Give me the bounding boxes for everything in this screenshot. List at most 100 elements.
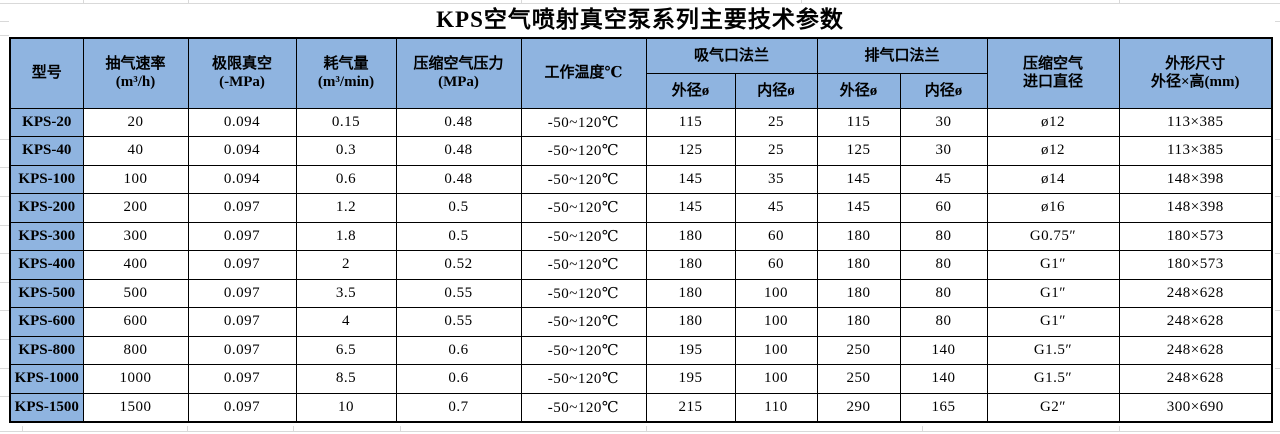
air-pressure-cell: 0.48 — [395, 164, 522, 194]
header-exhaust-id: 内径ø — [899, 72, 988, 109]
pumping-speed-cell: 40 — [82, 136, 189, 166]
header-line: 外形尺寸 — [1165, 56, 1226, 73]
gridline — [83, 0, 84, 3]
header-line: (m³/min) — [317, 74, 375, 91]
exhaust-id-cell: 140 — [899, 335, 988, 365]
exhaust-od-cell: 180 — [816, 278, 901, 308]
suction-od-cell: 180 — [645, 221, 736, 251]
air-pressure-cell: 0.55 — [395, 278, 522, 308]
suction-od-cell: 180 — [645, 307, 736, 337]
suction-od-cell: 180 — [645, 250, 736, 280]
air-pressure-cell: 0.5 — [395, 193, 522, 223]
working-temp-cell: -50~120℃ — [520, 278, 647, 308]
gridline — [646, 426, 647, 431]
pumping-speed-cell: 400 — [82, 250, 189, 280]
inlet-diameter-cell: ø16 — [986, 193, 1120, 223]
air-pressure-cell: 0.55 — [395, 307, 522, 337]
exhaust-id-cell: 80 — [899, 250, 988, 280]
working-temp-cell: -50~120℃ — [520, 250, 647, 280]
spec-table: 型号 抽气速率 (m³/h) 极限真空 (-MPa) 耗气量 (m³/min) 压缩空… — [9, 37, 1273, 423]
working-temp-cell: -50~120℃ — [520, 392, 647, 422]
air-pressure-cell: 0.5 — [395, 221, 522, 251]
table-header: 型号 抽气速率 (m³/h) 极限真空 (-MPa) 耗气量 (m³/min) 压缩空… — [9, 37, 1273, 109]
gridline — [0, 310, 9, 311]
inlet-diameter-cell: G0.75″ — [986, 221, 1120, 251]
header-line: 进口直径 — [1022, 74, 1083, 91]
pumping-speed-cell: 300 — [82, 221, 189, 251]
pumping-speed-cell: 600 — [82, 307, 189, 337]
inlet-diameter-cell: ø14 — [986, 164, 1120, 194]
table-row: KPS-20 20 0.094 0.15 0.48 -50~120℃ 115 2… — [9, 107, 1273, 137]
header-line: 抽气速率 — [105, 56, 166, 73]
gridline — [521, 0, 522, 3]
suction-id-cell: 45 — [734, 193, 818, 223]
pumping-speed-cell: 800 — [82, 335, 189, 365]
gridline — [1275, 253, 1280, 254]
gridline — [0, 35, 9, 36]
gridline — [188, 0, 189, 3]
header-ultimate-vacuum: 极限真空 (-MPa) — [187, 37, 297, 109]
model-cell: KPS-400 — [9, 250, 84, 280]
gridline — [801, 0, 802, 3]
header-line: 耗气量 — [323, 56, 369, 73]
air-pressure-cell: 0.6 — [395, 364, 522, 394]
suction-od-cell: 180 — [645, 278, 736, 308]
suction-od-cell: 195 — [645, 335, 736, 365]
exhaust-od-cell: 180 — [816, 250, 901, 280]
ultimate-vacuum-cell: 0.097 — [187, 278, 297, 308]
dimensions-cell: 248×628 — [1118, 335, 1273, 365]
suction-id-cell: 25 — [734, 107, 818, 137]
exhaust-od-cell: 115 — [816, 107, 901, 137]
gridline — [0, 339, 9, 340]
suction-id-cell: 110 — [734, 392, 818, 422]
exhaust-od-cell: 250 — [816, 335, 901, 365]
table-body: KPS-20 20 0.094 0.15 0.48 -50~120℃ 115 2… — [9, 107, 1273, 422]
table-row: KPS-300 300 0.097 1.8 0.5 -50~120℃ 180 6… — [9, 221, 1273, 251]
header-suction-od: 外径ø — [645, 72, 736, 109]
suction-id-cell: 100 — [734, 307, 818, 337]
gridline — [1275, 139, 1280, 140]
ultimate-vacuum-cell: 0.097 — [187, 307, 297, 337]
dimensions-cell: 248×628 — [1118, 307, 1273, 337]
gridline — [0, 3, 1280, 4]
gridline — [187, 426, 188, 431]
suction-od-cell: 125 — [645, 136, 736, 166]
gridline — [0, 431, 1280, 432]
gridline — [0, 139, 9, 140]
model-cell: KPS-1500 — [9, 392, 84, 422]
header-line: (-MPa) — [219, 74, 265, 91]
suction-od-cell: 195 — [645, 364, 736, 394]
suction-id-cell: 25 — [734, 136, 818, 166]
suction-od-cell: 215 — [645, 392, 736, 422]
pumping-speed-cell: 20 — [82, 107, 189, 137]
model-cell: KPS-800 — [9, 335, 84, 365]
header-line: 极限真空 — [211, 56, 272, 73]
model-cell: KPS-200 — [9, 193, 84, 223]
pumping-speed-cell: 200 — [82, 193, 189, 223]
working-temp-cell: -50~120℃ — [520, 364, 647, 394]
model-cell: KPS-100 — [9, 164, 84, 194]
ultimate-vacuum-cell: 0.094 — [187, 107, 297, 137]
exhaust-od-cell: 145 — [816, 193, 901, 223]
exhaust-od-cell: 290 — [816, 392, 901, 422]
inlet-diameter-cell: G1″ — [986, 307, 1120, 337]
suction-id-cell: 60 — [734, 250, 818, 280]
gridline — [22, 426, 23, 431]
gridline — [0, 21, 9, 22]
exhaust-od-cell: 180 — [816, 221, 901, 251]
exhaust-id-cell: 30 — [899, 136, 988, 166]
suction-od-cell: 145 — [645, 164, 736, 194]
suction-id-cell: 100 — [734, 335, 818, 365]
gridline — [0, 396, 9, 397]
header-inlet-diameter: 压缩空气 进口直径 — [986, 37, 1120, 109]
exhaust-od-cell: 145 — [816, 164, 901, 194]
table-row: KPS-400 400 0.097 2 0.52 -50~120℃ 180 60… — [9, 250, 1273, 280]
working-temp-cell: -50~120℃ — [520, 193, 647, 223]
table-row: KPS-800 800 0.097 6.5 0.6 -50~120℃ 195 1… — [9, 335, 1273, 365]
model-cell: KPS-1000 — [9, 364, 84, 394]
working-temp-cell: -50~120℃ — [520, 164, 647, 194]
exhaust-id-cell: 80 — [899, 278, 988, 308]
working-temp-cell: -50~120℃ — [520, 307, 647, 337]
air-consumption-cell: 6.5 — [295, 335, 397, 365]
working-temp-cell: -50~120℃ — [520, 335, 647, 365]
